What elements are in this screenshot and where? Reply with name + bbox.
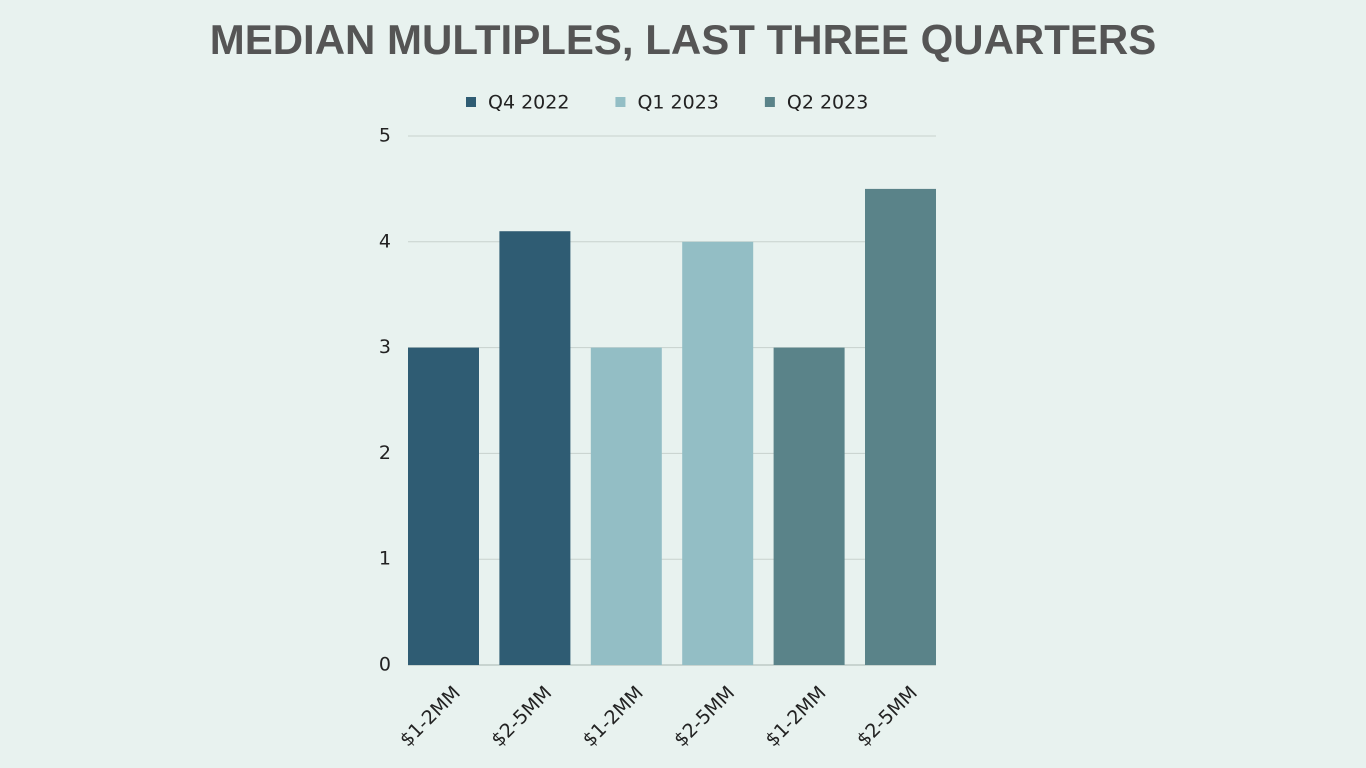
bar	[499, 231, 571, 665]
legend-label: Q4 2022	[488, 92, 569, 114]
legend-marker	[764, 97, 775, 107]
bar	[773, 347, 845, 665]
y-tick-label: 0	[379, 654, 391, 676]
bar	[590, 347, 662, 665]
y-tick-label: 5	[379, 125, 391, 147]
x-tick-label: $2-5MM	[670, 682, 739, 751]
legend-marker	[466, 97, 476, 107]
chart-title: MEDIAN MULTIPLES, LAST THREE QUARTERS	[210, 16, 1157, 63]
x-tick-label: $2-5MM	[853, 682, 922, 751]
legend-label: Q1 2023	[637, 92, 718, 114]
y-tick-label: 4	[379, 230, 391, 252]
legend-marker	[615, 97, 626, 107]
legend-label: Q2 2023	[787, 92, 868, 114]
y-tick-label: 2	[379, 442, 391, 464]
x-tick-label: $1-2MM	[396, 682, 465, 751]
bar	[865, 188, 936, 665]
x-tick-label: $1-2MM	[578, 682, 647, 751]
y-tick-label: 3	[379, 336, 391, 358]
x-tick-label: $1-2MM	[761, 682, 830, 751]
y-tick-label: 1	[379, 548, 391, 570]
bar	[408, 347, 479, 665]
x-tick-label: $2-5MM	[487, 682, 556, 751]
bar	[682, 241, 754, 666]
